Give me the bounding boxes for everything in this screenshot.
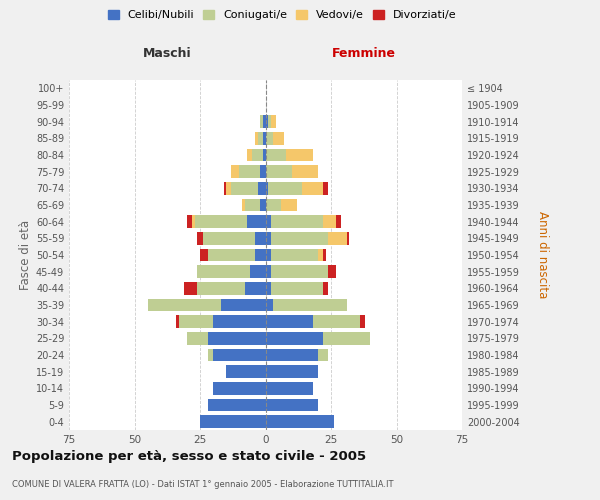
Bar xyxy=(247,216,265,228)
Bar xyxy=(268,182,302,194)
Bar xyxy=(255,232,265,244)
Bar xyxy=(263,116,265,128)
Bar xyxy=(179,316,213,328)
Bar xyxy=(265,316,313,328)
Bar xyxy=(192,216,195,228)
Bar xyxy=(313,316,360,328)
Bar xyxy=(197,232,203,244)
Bar xyxy=(265,399,318,411)
Bar xyxy=(281,198,297,211)
Bar xyxy=(274,132,284,144)
Bar xyxy=(323,248,326,261)
Bar xyxy=(347,232,349,244)
Bar xyxy=(255,248,265,261)
Bar xyxy=(213,316,265,328)
Bar xyxy=(247,149,253,161)
Bar xyxy=(226,366,265,378)
Bar xyxy=(265,248,271,261)
Bar xyxy=(265,232,271,244)
Bar xyxy=(200,248,208,261)
Bar xyxy=(265,166,292,178)
Bar xyxy=(221,298,265,311)
Bar xyxy=(328,232,347,244)
Bar xyxy=(265,132,274,144)
Bar xyxy=(208,248,255,261)
Bar xyxy=(271,232,328,244)
Bar xyxy=(213,349,265,361)
Bar xyxy=(208,349,213,361)
Bar xyxy=(187,332,208,344)
Bar xyxy=(255,132,257,144)
Bar xyxy=(271,116,276,128)
Y-axis label: Anni di nascita: Anni di nascita xyxy=(536,212,550,298)
Bar xyxy=(271,282,323,294)
Bar xyxy=(265,282,271,294)
Bar xyxy=(292,166,318,178)
Bar xyxy=(260,166,265,178)
Bar xyxy=(263,149,265,161)
Bar xyxy=(226,182,232,194)
Bar xyxy=(245,198,260,211)
Bar xyxy=(323,216,336,228)
Bar xyxy=(265,182,268,194)
Bar xyxy=(253,149,263,161)
Bar xyxy=(265,298,274,311)
Bar xyxy=(328,266,336,278)
Bar xyxy=(265,198,281,211)
Bar xyxy=(265,116,268,128)
Bar xyxy=(271,216,323,228)
Text: Maschi: Maschi xyxy=(143,47,191,60)
Bar xyxy=(197,266,250,278)
Bar xyxy=(224,182,226,194)
Bar xyxy=(195,216,247,228)
Bar xyxy=(232,182,257,194)
Text: Popolazione per età, sesso e stato civile - 2005: Popolazione per età, sesso e stato civil… xyxy=(12,450,366,463)
Bar xyxy=(271,266,328,278)
Bar xyxy=(274,298,347,311)
Bar xyxy=(208,332,265,344)
Bar xyxy=(257,182,265,194)
Bar xyxy=(265,416,334,428)
Bar xyxy=(184,282,197,294)
Bar xyxy=(271,248,318,261)
Bar xyxy=(265,216,271,228)
Bar xyxy=(242,198,245,211)
Bar xyxy=(318,248,323,261)
Bar xyxy=(265,149,286,161)
Bar xyxy=(257,132,263,144)
Bar xyxy=(208,399,265,411)
Bar xyxy=(148,298,221,311)
Bar xyxy=(336,216,341,228)
Bar xyxy=(263,132,265,144)
Bar xyxy=(360,316,365,328)
Bar xyxy=(213,382,265,394)
Bar xyxy=(232,166,239,178)
Bar xyxy=(187,216,192,228)
Bar xyxy=(265,332,323,344)
Bar xyxy=(260,198,265,211)
Bar xyxy=(286,149,313,161)
Bar xyxy=(323,182,328,194)
Bar xyxy=(239,166,260,178)
Bar xyxy=(265,366,318,378)
Bar xyxy=(265,266,271,278)
Legend: Celibi/Nubili, Coniugati/e, Vedovi/e, Divorziati/e: Celibi/Nubili, Coniugati/e, Vedovi/e, Di… xyxy=(103,6,461,25)
Y-axis label: Fasce di età: Fasce di età xyxy=(19,220,32,290)
Text: Femmine: Femmine xyxy=(332,47,396,60)
Bar xyxy=(200,416,265,428)
Bar xyxy=(197,282,245,294)
Bar xyxy=(203,232,255,244)
Bar xyxy=(323,282,328,294)
Text: COMUNE DI VALERA FRATTA (LO) - Dati ISTAT 1° gennaio 2005 - Elaborazione TUTTITA: COMUNE DI VALERA FRATTA (LO) - Dati ISTA… xyxy=(12,480,394,489)
Bar xyxy=(302,182,323,194)
Bar xyxy=(250,266,265,278)
Bar xyxy=(265,349,318,361)
Bar xyxy=(176,316,179,328)
Bar xyxy=(323,332,370,344)
Bar xyxy=(245,282,265,294)
Bar xyxy=(260,116,263,128)
Bar xyxy=(265,382,313,394)
Bar xyxy=(318,349,328,361)
Bar xyxy=(268,116,271,128)
